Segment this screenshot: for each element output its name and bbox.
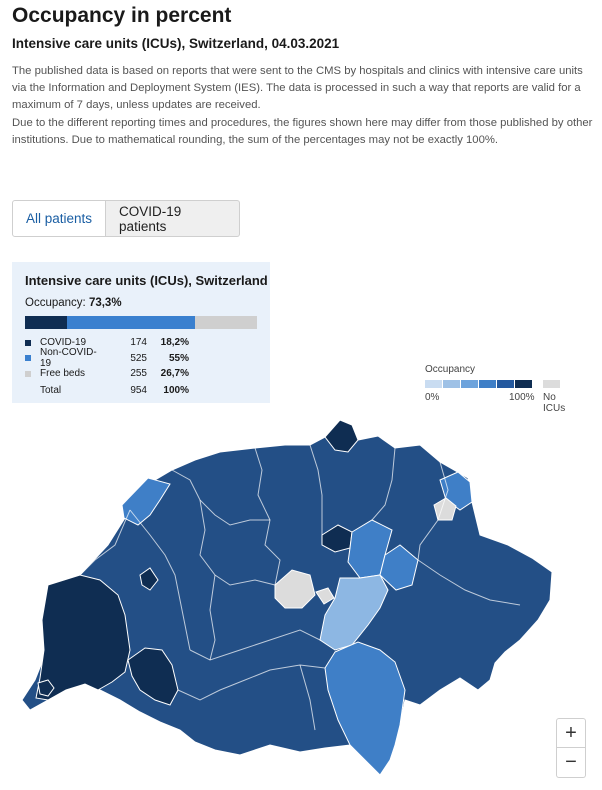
breakdown-total-row: Total 954 100% (25, 383, 257, 399)
breakdown-row: Free beds 255 26,7% (25, 366, 257, 382)
occupancy-bar-segment-0 (25, 316, 68, 329)
tab-covid-patients[interactable]: COVID-19 patients (106, 200, 241, 237)
summary-card: Intensive care units (ICUs), Switzerland… (12, 262, 270, 403)
breakdown-total-label: Total (40, 384, 62, 396)
map-region-no-icu-obwalden[interactable] (274, 569, 316, 609)
breakdown-count: 525 (130, 352, 147, 364)
page-subtitle: Intensive care units (ICUs), Switzerland… (12, 36, 340, 51)
breakdown-percent: 55% (168, 352, 189, 364)
map-region-geneva[interactable] (37, 679, 55, 697)
color-scale-step-1 (443, 380, 460, 388)
switzerland-map (21, 419, 553, 776)
color-scale-step-4 (497, 380, 514, 388)
breakdown-name: COVID-19 (40, 337, 87, 349)
breakdown-count: 255 (130, 368, 147, 380)
map-legend-color-scale (425, 380, 533, 388)
tab-all-patients[interactable]: All patients (12, 200, 107, 237)
color-scale-step-5 (515, 380, 532, 388)
breakdown-name: Free beds (40, 368, 86, 380)
color-scale-step-2 (461, 380, 478, 388)
description-paragraph-1: The published data is based on reports t… (12, 65, 583, 112)
breakdown-row: COVID-19 174 18,2% (25, 335, 257, 351)
occupancy-bar-segment-1 (67, 316, 195, 329)
description: The published data is based on reports t… (12, 63, 597, 149)
map-region-valais-west[interactable] (127, 647, 179, 706)
map-legend-min-label: 0% (425, 392, 440, 403)
breakdown-percent: 26,7% (160, 368, 189, 380)
occupancy-bar-segment-2 (194, 316, 257, 329)
map-legend-no-icu-label: No ICUs (543, 392, 566, 414)
map-region-schaffhausen[interactable] (324, 419, 359, 453)
breakdown-total-percent: 100% (163, 384, 189, 396)
map-canton-borders (79, 444, 521, 731)
breakdown-total-count: 954 (130, 384, 147, 396)
map-legend-max-label: 100% (509, 392, 535, 403)
color-scale-step-3 (479, 380, 496, 388)
map-region-ticino[interactable] (324, 641, 406, 776)
color-scale-step-0 (425, 380, 442, 388)
map-region-no-icu-nidwalden[interactable] (315, 587, 335, 605)
occupancy-bar (25, 316, 257, 329)
no-icu-swatch (543, 380, 560, 388)
zoom-out-button[interactable]: − (556, 748, 586, 778)
breakdown-swatch (25, 355, 31, 362)
map-region-uri[interactable] (319, 574, 389, 651)
map-region-vaud[interactable] (35, 574, 131, 701)
card-title: Intensive care units (ICUs), Switzerland (25, 273, 268, 288)
patient-tabs: All patients COVID-19 patients (12, 200, 241, 237)
breakdown-name: Non-COVID-19 (40, 347, 97, 370)
description-paragraph-2: Due to the different reporting times and… (12, 116, 593, 146)
breakdown-count: 174 (130, 337, 147, 349)
breakdown-percent: 18,2% (160, 337, 189, 349)
zoom-in-button[interactable]: + (556, 718, 586, 748)
occupancy-label: Occupancy: (25, 297, 86, 309)
map-legend-title: Occupancy (425, 364, 476, 375)
occupancy-value: 73,3% (88, 297, 122, 309)
breakdown-row: Non-COVID-19 525 55% (25, 347, 257, 369)
breakdown-swatch (25, 370, 31, 377)
page-title: Occupancy in percent (12, 4, 232, 27)
occupancy-summary: Occupancy: 73,3% (25, 297, 122, 309)
breakdown-swatch (25, 339, 31, 346)
occupancy-breakdown: COVID-19 174 18,2% Non-COVID-19 525 55% Free b… (25, 335, 257, 398)
map-region-fribourg[interactable] (139, 567, 159, 591)
